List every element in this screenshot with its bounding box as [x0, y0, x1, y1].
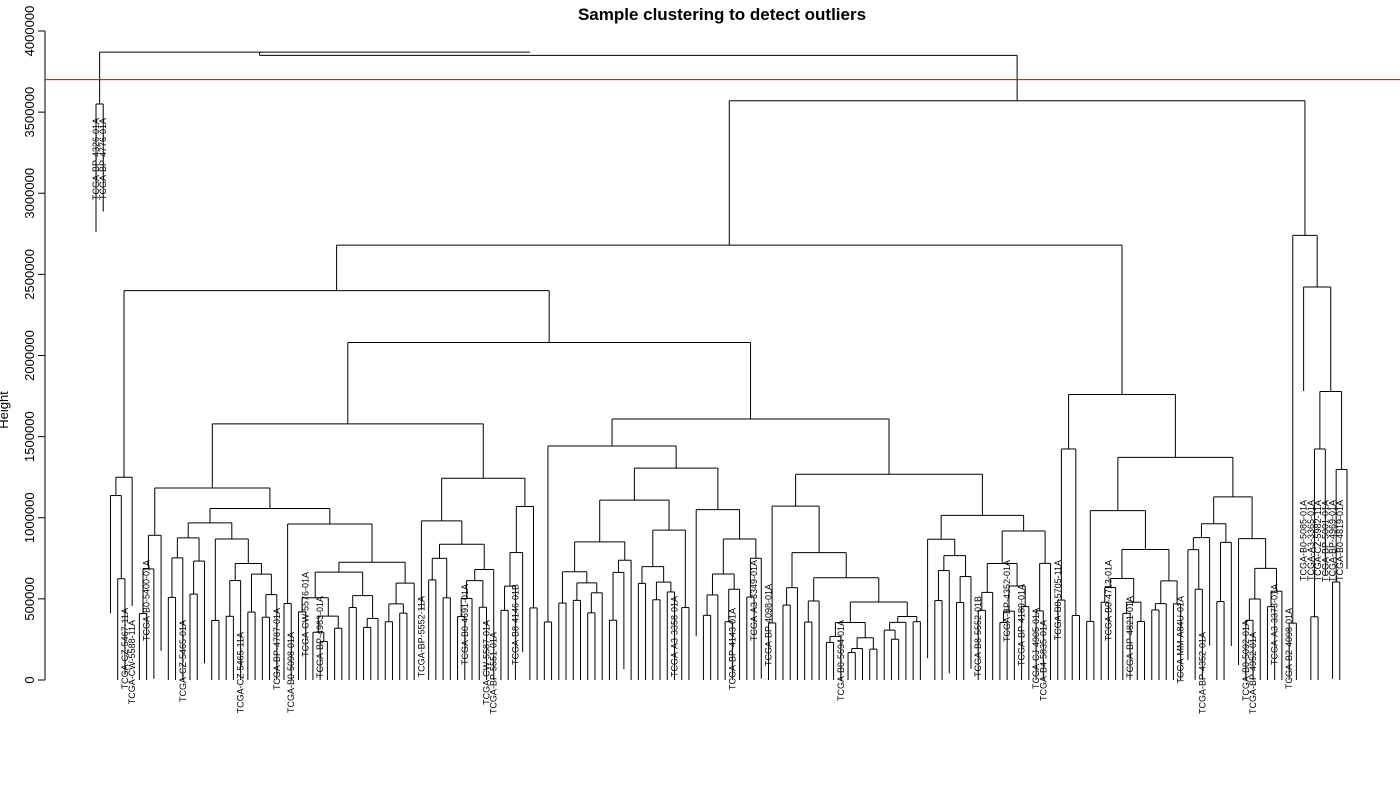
- leaf-label: TCGA-B8-4146-01B: [510, 584, 520, 665]
- leaf-label: TCGA-BP-4952-01A: [1248, 632, 1258, 714]
- leaf-label: TCGA-A3-3358-01A: [669, 596, 679, 677]
- leaf-label: TCGA-BP-4787-01A: [272, 608, 282, 690]
- y-tick-label: 2500000: [22, 249, 37, 300]
- leaf-label: TCGA-CZ-5982-11A: [1313, 500, 1323, 581]
- leaf-label: TCGA-CW-5576-01A: [301, 572, 311, 657]
- leaf-label: TCGA-B8-5552-01B: [973, 596, 983, 677]
- leaf-label: TCGA-BP-4776-01A: [98, 118, 108, 200]
- leaf-label: TCGA-CZ-5465-11A: [236, 632, 246, 713]
- leaf-label: TCGA-B0-5085-01A: [1299, 500, 1309, 581]
- chart-title: Sample clustering to detect outliers: [578, 5, 866, 24]
- leaf-label: TCGA-BP-4352-01A: [1197, 632, 1207, 714]
- leaf-label: TCGA-B0-4819-01A: [1335, 500, 1345, 581]
- leaf-label: TCGA-B0-5705-11A: [1053, 560, 1063, 640]
- leaf-label: TCGA-BP-5001-01A: [1320, 500, 1330, 582]
- y-axis: 0 500000 1000000 1500000 2000000 2500000 30000…: [22, 6, 46, 684]
- leaf-label: TCGA-BP-4352-01A: [1002, 560, 1012, 642]
- leaf-label: TCGA-A3-3365-01A: [1306, 500, 1316, 581]
- leaf-label: TCGA-A3-3373-01A: [1270, 584, 1280, 665]
- leaf-label: TCGA-BP-5551-01A: [489, 632, 499, 714]
- leaf-label: TCGA-MM-A84U-01A: [1176, 596, 1186, 684]
- leaf-label: TCGA-CJ-4905-01A: [1031, 608, 1041, 689]
- leaf-label: TCGA-BP-4963-01A: [315, 596, 325, 678]
- leaf-label: TCGA-B0-5400-01A: [142, 560, 152, 641]
- y-tick-label: 0: [22, 676, 37, 683]
- leaf-label: TCGA-B0-5098-01A: [286, 632, 296, 713]
- leaf-label: TCGA-B0-4691-01A: [460, 584, 470, 665]
- y-tick-label: 3500000: [22, 87, 37, 138]
- y-tick-label: 3000000: [22, 168, 37, 219]
- leaf-label: TCGA-BP-4821-01A: [1125, 596, 1135, 678]
- leaf-label: TCGA-CZ-5467-11A: [120, 608, 130, 689]
- leaf-label: TCGA-BP-4143-01A: [727, 608, 737, 690]
- leaf-label: TCGA-A3-3349-01A: [749, 560, 759, 641]
- y-tick-label: 500000: [22, 577, 37, 620]
- leaf-label: TCGA-BP-4326-01A: [91, 118, 101, 200]
- leaf-label: TCGA-B0-4713-01A: [1103, 560, 1113, 641]
- dendrogram-tree: [95, 51, 1348, 680]
- leaf-label: TCGA-BP-4098-01A: [764, 584, 774, 666]
- y-tick-label: 4000000: [22, 6, 37, 57]
- leaf-label: TCGA-CZ-5465-01A: [178, 620, 188, 702]
- leaf-label: TCGA-BP-5552-11A: [416, 596, 426, 677]
- leaf-label: TCGA-CW-5588-11A: [127, 620, 137, 704]
- leaf-label: TCGA-B0-5092-01A: [1241, 620, 1251, 701]
- y-tick-label: 2000000: [22, 330, 37, 381]
- leaf-label: TCGA-B2-4098-01A: [1284, 608, 1294, 689]
- y-tick-label: 1500000: [22, 411, 37, 462]
- leaf-label: TCGA-BP-4969-01A: [1328, 500, 1338, 582]
- y-tick-label: 1000000: [22, 492, 37, 543]
- leaf-label: TCGA-CW-5587-01A: [481, 620, 491, 705]
- y-axis-label: Height: [0, 391, 11, 429]
- leaf-label: TCGA-B0-5694-01A: [836, 620, 846, 701]
- leaf-label: TCGA-BP-4189-01A: [1017, 584, 1027, 666]
- leaf-label: TCGA-B4-5835-01A: [1038, 620, 1048, 701]
